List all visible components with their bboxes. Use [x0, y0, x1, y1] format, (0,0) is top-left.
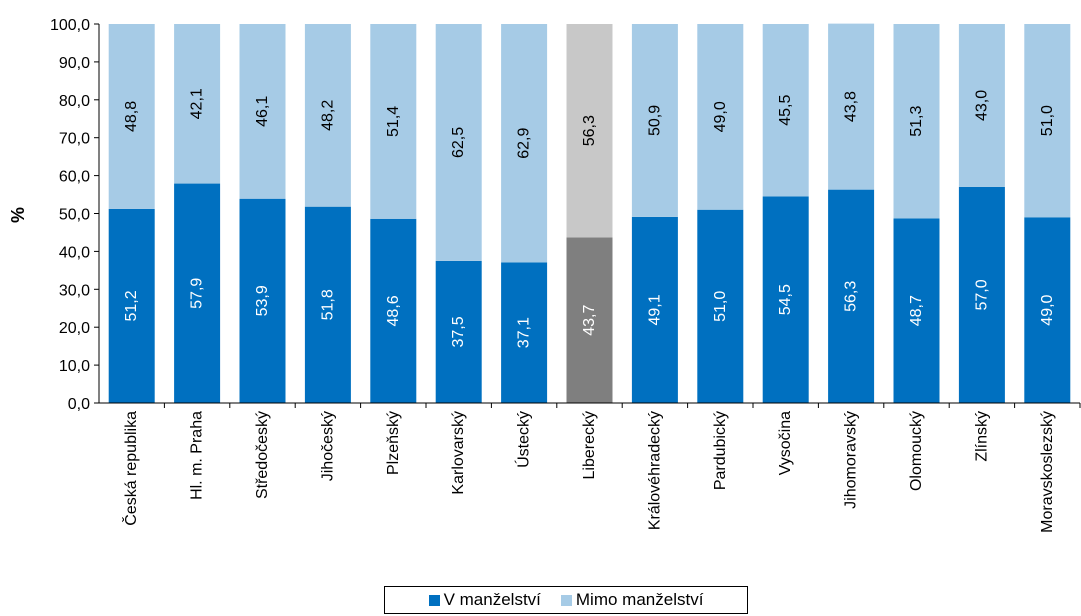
y-tick-label: 20,0 — [59, 320, 90, 337]
bar-segment-married — [501, 262, 548, 403]
legend-entry-married: V manželství — [428, 590, 541, 610]
legend-label-married: V manželství — [443, 590, 541, 609]
legend-label-unmarried: Mimo manželství — [575, 590, 704, 609]
data-label: 48,8 — [123, 101, 140, 132]
category-label: Vysočina — [777, 411, 794, 475]
bar-segment-married — [239, 198, 286, 403]
category-label: Středočeský — [254, 411, 271, 499]
bar-segment-married — [435, 260, 482, 403]
data-label: 51,0 — [712, 291, 729, 322]
data-label: 53,9 — [254, 285, 271, 316]
chart-legend: V manželství Mimo manželství — [384, 586, 748, 614]
bar-segment-unmarried — [566, 24, 613, 238]
y-tick-label: 60,0 — [59, 169, 90, 186]
bar-segment-unmarried — [631, 24, 678, 217]
data-label: 43,0 — [973, 90, 990, 121]
legend-entry-unmarried: Mimo manželství — [560, 590, 704, 610]
bar-segment-married — [304, 206, 351, 403]
bar-segment-unmarried — [239, 24, 286, 199]
y-axis-title: % — [8, 207, 28, 223]
category-label: Česká republika — [121, 411, 140, 526]
legend-swatch-married — [428, 594, 440, 606]
data-label: 51,3 — [908, 106, 925, 137]
data-label: 56,3 — [581, 115, 598, 146]
bar-segment-married — [174, 183, 221, 403]
data-label: 51,8 — [319, 289, 336, 320]
data-label: 37,5 — [450, 316, 467, 347]
bar-segment-unmarried — [435, 24, 482, 261]
bar-segment-unmarried — [1024, 24, 1071, 218]
category-label: Karlovarský — [450, 411, 467, 495]
data-label: 49,1 — [646, 294, 663, 325]
category-label: Moravskoslezský — [1039, 411, 1056, 533]
data-label: 51,0 — [1039, 105, 1056, 136]
data-label: 51,4 — [385, 106, 402, 137]
data-label: 57,9 — [189, 278, 206, 309]
y-tick-label: 100,0 — [50, 17, 90, 34]
data-label: 54,5 — [777, 284, 794, 315]
bar-segment-married — [1024, 217, 1071, 403]
category-label: Zlínský — [973, 411, 990, 462]
category-label: Hl. m. Praha — [189, 411, 206, 500]
category-label: Ústecký — [514, 411, 533, 468]
legend-swatch-unmarried — [560, 594, 572, 606]
bar-segment-married — [697, 209, 744, 403]
stacked-bar-chart: 51,2 48,8 57,9 42,1 53,9 46,1 51,8 48,2 48,6 51,4… — [8, 17, 1081, 533]
y-tick-label: 90,0 — [59, 55, 90, 72]
y-tick-label: 0,0 — [68, 396, 90, 413]
category-label: Olomoucký — [908, 411, 925, 491]
category-label: Liberecký — [581, 411, 598, 479]
bar-segment-unmarried — [501, 24, 548, 263]
data-label: 62,9 — [516, 128, 533, 159]
category-label: Královéhradecký — [646, 411, 663, 530]
data-label: 51,2 — [123, 290, 140, 321]
bar-segment-married — [631, 216, 678, 403]
y-tick-label: 50,0 — [59, 207, 90, 224]
data-label: 62,5 — [450, 127, 467, 158]
y-tick-label: 80,0 — [59, 93, 90, 110]
y-tick-label: 40,0 — [59, 244, 90, 261]
y-tick-label: 70,0 — [59, 131, 90, 148]
data-label: 56,3 — [843, 281, 860, 312]
bar-segment-married — [828, 189, 875, 403]
data-label: 48,7 — [908, 295, 925, 326]
data-label: 43,7 — [581, 305, 598, 336]
y-tick-label: 10,0 — [59, 358, 90, 375]
data-label: 48,2 — [319, 100, 336, 131]
data-label: 46,1 — [254, 96, 271, 127]
category-label: Plzeňský — [385, 411, 402, 475]
bar-segment-married — [566, 237, 613, 403]
bar-segment-married — [370, 218, 417, 403]
bar-segment-unmarried — [697, 24, 744, 210]
bar-segment-unmarried — [893, 24, 940, 219]
bar-segment-unmarried — [174, 24, 221, 184]
bar-segment-married — [958, 186, 1005, 403]
bar-segment-unmarried — [828, 23, 875, 190]
bar-segment-unmarried — [370, 24, 417, 219]
category-label: Pardubický — [712, 411, 729, 490]
bar-segment-unmarried — [108, 24, 155, 209]
data-label: 49,0 — [712, 101, 729, 132]
data-label: 57,0 — [973, 279, 990, 310]
bar-segment-married — [893, 218, 940, 403]
data-label: 37,1 — [516, 317, 533, 348]
data-label: 48,6 — [385, 295, 402, 326]
y-tick-label: 30,0 — [59, 282, 90, 299]
category-label: Jihomoravský — [843, 411, 860, 509]
bar-segment-unmarried — [958, 24, 1005, 187]
bar-segment-unmarried — [762, 24, 809, 197]
data-label: 45,5 — [777, 95, 794, 126]
data-label: 49,0 — [1039, 294, 1056, 325]
category-label: Jihočeský — [319, 411, 336, 481]
data-label: 42,1 — [189, 88, 206, 119]
data-label: 50,9 — [646, 105, 663, 136]
bar-segment-married — [108, 208, 155, 403]
bar-segment-married — [762, 196, 809, 403]
bar-segment-unmarried — [304, 24, 351, 207]
data-label: 43,8 — [843, 91, 860, 122]
